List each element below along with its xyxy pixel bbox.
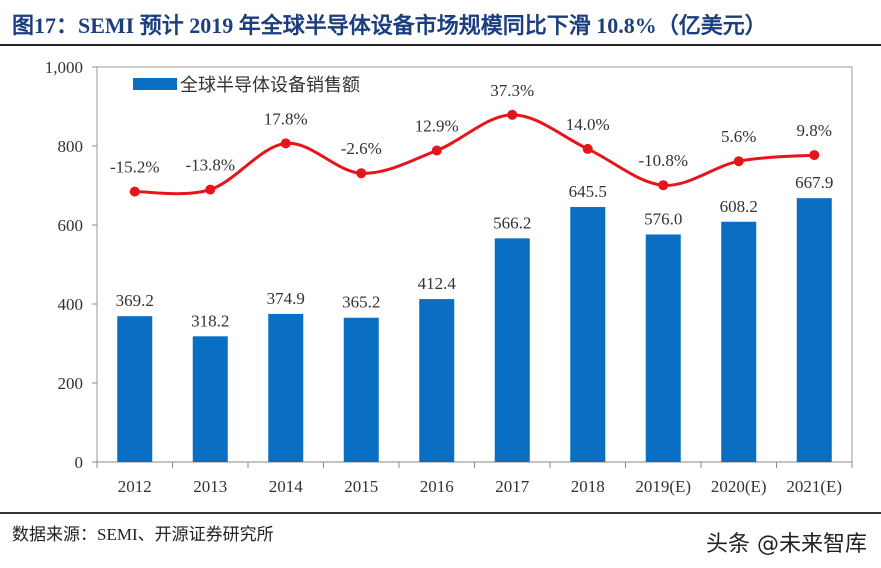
- growth-point: [507, 109, 518, 120]
- bar-data-label: 369.2: [116, 291, 154, 310]
- x-tick-label: 2016: [420, 477, 454, 496]
- growth-data-label: 14.0%: [566, 115, 610, 134]
- growth-data-label: 9.8%: [797, 121, 832, 140]
- bar-data-label: 645.5: [569, 182, 607, 201]
- y-tick-label: 400: [58, 295, 84, 314]
- y-tick-label: 800: [58, 137, 84, 156]
- growth-data-label: 37.3%: [490, 81, 534, 100]
- legend-swatch: [133, 78, 177, 90]
- footer-divider: [0, 512, 881, 514]
- chart: 0 200 400 600 800 1,000 369.2 2012 318.2 2013 374.…: [45, 58, 853, 496]
- legend-label: 全球半导体设备销售额: [180, 75, 360, 96]
- x-tick-label: 2013: [193, 477, 227, 496]
- x-tick-label: 2021(E): [786, 477, 842, 496]
- bar: [570, 207, 606, 462]
- source-note: 数据来源：SEMI、开源证券研究所: [12, 525, 274, 544]
- growth-data-label: -2.6%: [341, 139, 382, 158]
- growth-data-label: -10.8%: [638, 151, 688, 170]
- bar: [494, 238, 530, 462]
- bar: [721, 221, 757, 462]
- watermark: 头条 @未来智库: [706, 532, 867, 557]
- bar: [796, 198, 832, 462]
- y-tick-label: 1,000: [45, 58, 83, 77]
- bar-data-label: 412.4: [418, 274, 457, 293]
- growth-data-label: -15.2%: [110, 158, 160, 177]
- bar-data-label: 374.9: [267, 289, 305, 308]
- bar: [117, 316, 153, 462]
- x-tick-label: 2014: [269, 477, 304, 496]
- title-divider: [0, 44, 881, 46]
- growth-line: [134, 113, 815, 196]
- x-tick-label: 2017: [495, 477, 530, 496]
- bar: [268, 313, 304, 462]
- bar: [419, 299, 455, 462]
- bar-data-label: 608.2: [720, 197, 758, 216]
- growth-point: [280, 138, 291, 149]
- growth-data-label: 17.8%: [264, 109, 308, 128]
- growth-point: [129, 186, 140, 197]
- growth-point: [582, 143, 593, 154]
- bar: [192, 336, 228, 462]
- bar-data-label: 365.2: [342, 293, 380, 312]
- chart-title: 图17：SEMI 预计 2019 年全球半导体设备市场规模同比下滑 10.8%（…: [12, 13, 767, 38]
- x-tick-label: 2018: [571, 477, 605, 496]
- growth-point: [733, 156, 744, 167]
- y-tick-label: 600: [58, 216, 84, 235]
- growth-point: [205, 184, 216, 195]
- y-tick-label: 200: [58, 374, 84, 393]
- growth-point: [356, 168, 367, 179]
- bar: [343, 317, 379, 462]
- x-tick-label: 2012: [118, 477, 152, 496]
- growth-point: [431, 145, 442, 156]
- growth-data-label: 5.6%: [721, 127, 756, 146]
- y-tick-label: 0: [75, 453, 84, 472]
- x-tick-label: 2020(E): [711, 477, 767, 496]
- bar-data-label: 667.9: [795, 173, 833, 192]
- growth-point: [658, 180, 669, 191]
- bar-data-label: 566.2: [493, 213, 531, 232]
- x-tick-label: 2019(E): [635, 477, 691, 496]
- bar-data-label: 318.2: [191, 311, 229, 330]
- growth-data-label: 12.9%: [415, 117, 459, 136]
- bar: [645, 234, 681, 462]
- bar-data-label: 576.0: [644, 209, 682, 228]
- growth-data-label: -13.8%: [185, 156, 235, 175]
- growth-point: [809, 150, 820, 161]
- x-tick-label: 2015: [344, 477, 378, 496]
